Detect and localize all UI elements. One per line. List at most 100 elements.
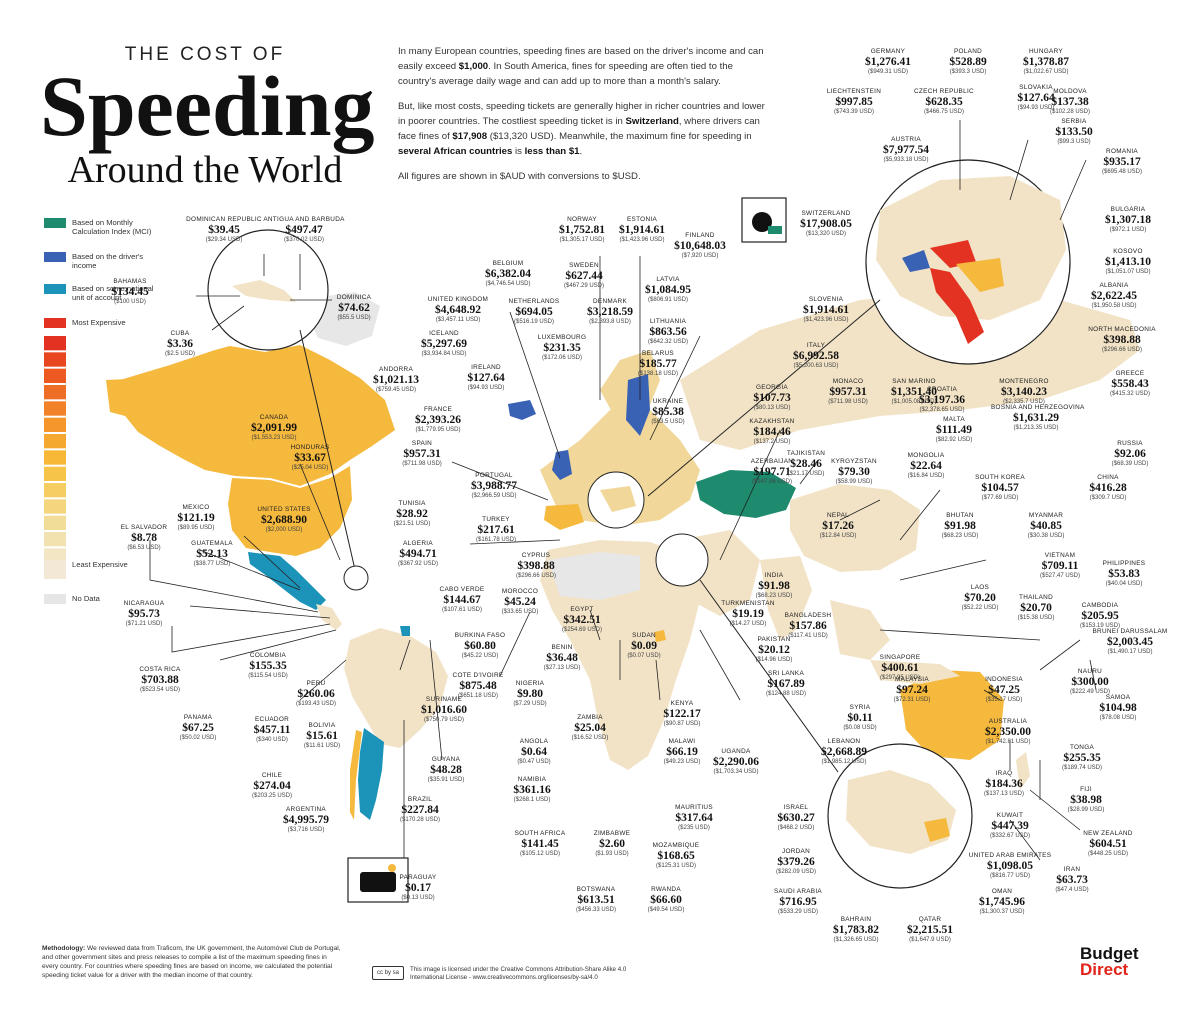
country-label-bahrain: Bahrain $1,783.82 ($1,326.65 USD) (811, 916, 901, 944)
legend-least: Least Expensive (44, 560, 128, 570)
country-label-nauru: Nauru $300.00 ($222.49 USD) (1045, 668, 1135, 696)
fine-amount-usd: ($3,934.84 USD) (421, 351, 467, 357)
fine-amount-aud: $935.17 (1103, 156, 1141, 168)
fine-amount-aud: $494.71 (399, 548, 437, 560)
country-label-hungary: Hungary $1,378.87 ($1,022.67 USD) (1001, 48, 1091, 76)
country-name: Malaysia (895, 676, 929, 683)
country-label-united-arab-emirates: United Arab Emirates $1,098.05 ($816.77 US… (965, 852, 1055, 880)
country-label-bosnia-and-herzegovina: Bosnia and Herzegovina $1,631.29 ($1,213.3… (991, 404, 1084, 432)
country-name: Angola (519, 738, 549, 745)
fine-amount-usd: ($1,326.65 USD) (833, 937, 879, 943)
country-name: Malta (943, 416, 965, 423)
fine-amount-aud: $39.45 (208, 224, 240, 236)
country-label-serbia: Serbia $133.50 ($99.3 USD) (1029, 118, 1119, 146)
country-name: Bahamas (113, 278, 147, 285)
fine-amount-usd: ($296.66 USD) (515, 573, 557, 579)
fine-amount-usd: ($0.47 USD) (517, 759, 551, 765)
country-label-kyrgyzstan: Kyrgyzstan $79.30 ($58.99 USD) (809, 458, 899, 486)
fine-amount-aud: $9.80 (517, 688, 543, 700)
caribbean-zoom (207, 229, 369, 591)
oceania (870, 660, 1030, 790)
country-label-myanmar: Myanmar $40.85 ($30.38 USD) (1001, 512, 1091, 540)
legend-gradient-step (44, 336, 66, 351)
country-label-colombia: Colombia $155.35 ($115.54 USD) (223, 652, 313, 680)
fine-amount-usd: ($516.19 USD) (513, 319, 555, 325)
country-name: Bhutan (946, 512, 974, 519)
country-name: Cambodia (1081, 602, 1119, 609)
fine-amount-usd: ($89.95 USD) (177, 525, 215, 531)
uk-shape (552, 450, 572, 480)
fine-amount-aud: $2,003.45 (1107, 636, 1153, 648)
fine-amount-usd: ($235 USD) (678, 825, 710, 831)
fine-amount-aud: $20.12 (758, 644, 790, 656)
country-label-namibia: Namibia $361.16 ($268.1 USD) (487, 776, 577, 804)
country-name: Singapore (879, 654, 921, 661)
country-name: Tonga (1069, 744, 1095, 751)
country-name: Bangladesh (784, 612, 832, 619)
country-name: Colombia (249, 652, 287, 659)
fine-amount-aud: $17.26 (822, 520, 854, 532)
fine-amount-usd: ($332.67 USD) (989, 833, 1031, 839)
country-label-tajikistan: Tajikistan $28.46 ($21.17 USD) (761, 450, 851, 478)
fine-amount-usd: ($1,022.67 USD) (1023, 69, 1069, 75)
fine-amount-usd: ($71.21 USD) (125, 621, 163, 627)
fine-amount-aud: $398.88 (517, 560, 555, 572)
fine-amount-usd: ($21.51 USD) (393, 521, 431, 527)
legend-gradient-step (44, 434, 66, 449)
fine-amount-usd: ($21.17 USD) (787, 471, 825, 477)
fine-amount-usd: ($25.04 USD) (291, 465, 329, 471)
fine-amount-usd: ($1,213.35 USD) (1013, 425, 1059, 431)
fine-amount-aud: $0.17 (405, 882, 431, 894)
country-label-bangladesh: Bangladesh $157.86 ($117.41 USD) (763, 612, 853, 640)
country-label-malta: Malta $111.49 ($82.92 USD) (909, 416, 999, 444)
country-label-sri-lanka: Sri Lanka $167.89 ($124.88 USD) (741, 670, 831, 698)
country-label-israel: Israel $630.27 ($468.2 USD) (751, 804, 841, 832)
country-name: Samoa (1105, 694, 1131, 701)
country-label-iceland: Iceland $5,297.69 ($3,934.84 USD) (399, 330, 489, 358)
fine-amount-aud: $97.24 (896, 684, 928, 696)
iceland-shape (508, 400, 536, 420)
country-label-kenya: Kenya $122.17 ($90.87 USD) (637, 700, 727, 728)
page-title: Speeding (40, 58, 375, 154)
country-label-botswana: Botswana $613.51 ($456.33 USD) (551, 886, 641, 914)
legend-gradient-step (44, 466, 66, 481)
country-label-algeria: Algeria $494.71 ($367.92 USD) (373, 540, 463, 568)
country-name: Monaco (832, 378, 864, 385)
fine-amount-aud: $255.35 (1063, 752, 1101, 764)
fine-amount-aud: $33.67 (294, 452, 326, 464)
fine-amount-usd: ($1,423.96 USD) (619, 237, 665, 243)
country-name: Mexico (182, 504, 210, 511)
country-name: Peru (306, 680, 326, 687)
europe-main-shape (540, 400, 700, 526)
country-name: Indonesia (985, 676, 1023, 683)
fine-amount-aud: $231.35 (543, 342, 581, 354)
country-label-tonga: Tonga $255.35 ($189.74 USD) (1037, 744, 1127, 772)
fine-amount-aud: $260.06 (297, 688, 335, 700)
canada-shape (120, 345, 395, 486)
country-label-syria: Syria $0.11 ($0.08 USD) (815, 704, 905, 732)
fine-amount-usd: ($297.95 USD) (879, 675, 921, 681)
fine-amount-usd: ($72.31 USD) (893, 697, 931, 703)
country-name: Belarus (642, 350, 674, 357)
country-name: Norway (567, 216, 597, 223)
fine-amount-usd: ($393.3 USD) (949, 69, 987, 75)
fine-amount-aud: $28.46 (790, 458, 822, 470)
country-name: Turkmenistan (721, 600, 775, 607)
country-label-cabo-verde: Cabo Verde $144.67 ($107.61 USD) (417, 586, 507, 614)
country-name: El Salvador (120, 524, 168, 531)
fine-amount-aud: $19.19 (732, 608, 764, 620)
country-name: Canada (259, 414, 289, 421)
fine-amount-usd: ($16.84 USD) (907, 473, 945, 479)
fine-amount-aud: $627.44 (565, 270, 603, 282)
country-label-united-states: United States $2,688.90 ($2,000 USD) (239, 506, 329, 534)
fine-amount-aud: $95.73 (128, 608, 160, 620)
country-label-belgium: Belgium $6,382.04 ($4,746.54 USD) (463, 260, 553, 288)
country-name: Thailand (1018, 594, 1053, 601)
fine-amount-usd: ($1,742.81 USD) (985, 739, 1031, 745)
country-label-saudi-arabia: Saudi Arabia $716.95 ($533.29 USD) (753, 888, 843, 916)
country-name: Luxembourg (537, 334, 587, 341)
fine-amount-usd: ($1,779.95 USD) (415, 427, 461, 433)
country-name: Dominican Republic (186, 216, 262, 223)
new-zealand-shape (1016, 752, 1030, 790)
country-name: Qatar (918, 916, 942, 923)
